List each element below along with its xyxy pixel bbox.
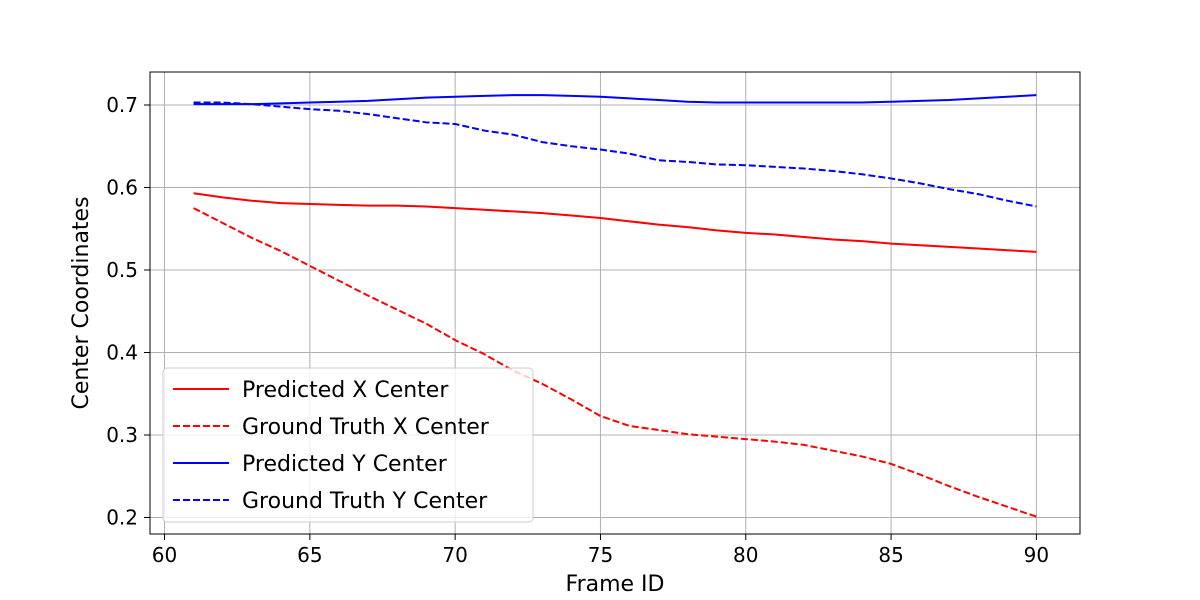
- series-line-predicted-x-center: [193, 192, 1037, 253]
- y-tick-label: 0.4: [106, 341, 138, 365]
- x-axis-label: Frame ID: [566, 572, 665, 597]
- axis-ticks: 60 65 70 75 80 85 90 0.2 0.3 0.4 0.5 0.6 0.7: [106, 93, 1049, 567]
- x-tick-label: 60: [152, 543, 177, 567]
- x-tick-label: 70: [442, 543, 467, 567]
- legend-entry-label: Ground Truth Y Center: [242, 489, 488, 514]
- legend-entry-label: Predicted Y Center: [242, 452, 448, 477]
- x-tick-label: 65: [297, 543, 322, 567]
- series-line-ground-truth-x-center: [193, 207, 1037, 518]
- legend-entry-label: Ground Truth X Center: [242, 415, 490, 440]
- x-tick-label: 75: [588, 543, 613, 567]
- x-tick-label: 85: [878, 543, 903, 567]
- y-tick-label: 0.3: [106, 423, 138, 447]
- x-tick-label: 80: [733, 543, 758, 567]
- y-tick-label: 0.5: [106, 258, 138, 282]
- y-tick-label: 0.7: [106, 93, 138, 117]
- series-line-ground-truth-y-center: [193, 101, 1037, 208]
- x-tick-label: 90: [1024, 543, 1049, 567]
- y-tick-label: 0.2: [106, 506, 138, 530]
- series-line-predicted-y-center: [193, 94, 1037, 106]
- y-tick-label: 0.6: [106, 176, 138, 200]
- legend-box: [162, 367, 534, 523]
- legend-entry-label: Predicted X Center: [242, 378, 449, 403]
- plot-frame: [149, 71, 1081, 535]
- series-lines: [193, 94, 1037, 518]
- legend: Predicted X Center Ground Truth X Center P…: [162, 367, 534, 523]
- y-axis-label: Center Coordinates: [69, 196, 94, 409]
